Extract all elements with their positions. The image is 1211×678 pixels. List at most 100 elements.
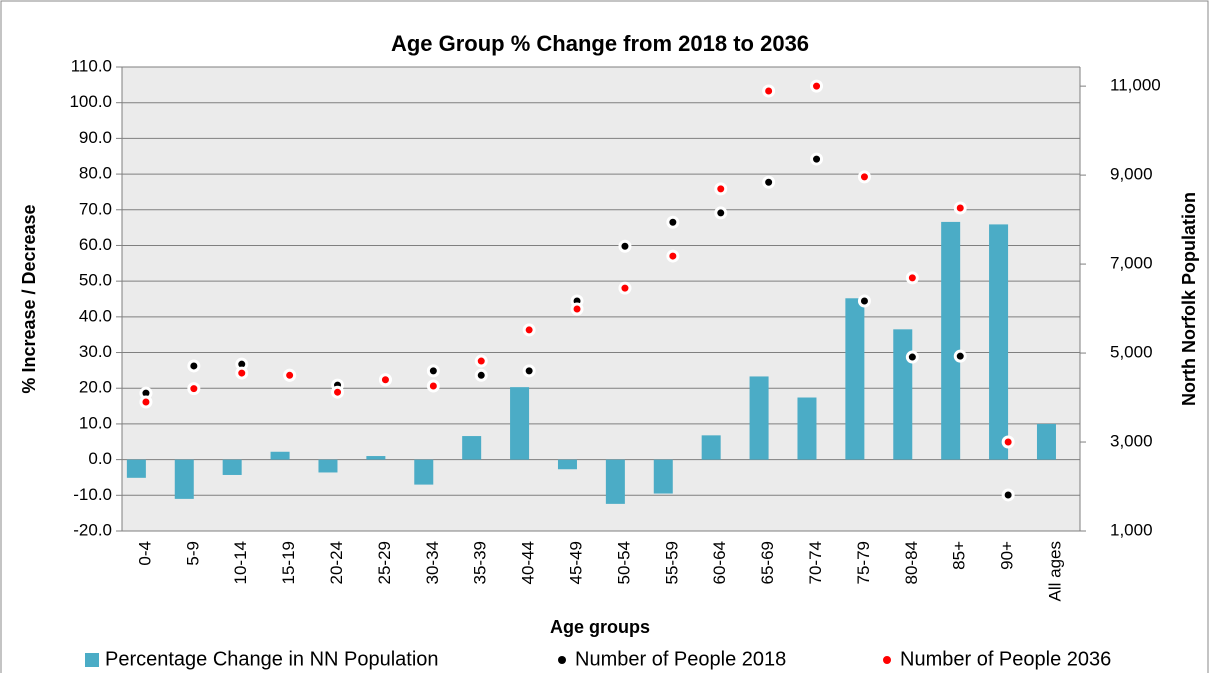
- point: [714, 206, 728, 220]
- y2-tick-label: 7,000: [1110, 254, 1153, 273]
- x-tick-label: 65-69: [758, 541, 777, 584]
- point: [953, 201, 967, 215]
- point: [331, 385, 345, 399]
- legend-label: Number of People 2018: [575, 648, 786, 670]
- x-tick-label: 40-44: [519, 541, 538, 584]
- bar: [1036, 423, 1056, 460]
- point: [857, 170, 871, 184]
- point: [187, 359, 201, 373]
- x-tick-label: 30-34: [423, 541, 442, 584]
- point: [235, 366, 249, 380]
- bar: [270, 451, 290, 460]
- point: [618, 281, 632, 295]
- chart-title: Age Group % Change from 2018 to 2036: [391, 31, 809, 56]
- x-tick-label: 15-19: [279, 541, 298, 584]
- point: [474, 368, 488, 382]
- x-tick-label: 90+: [998, 541, 1017, 570]
- point: [905, 271, 919, 285]
- point: [810, 152, 824, 166]
- point: [666, 249, 680, 263]
- x-axis-label: Age groups: [550, 617, 650, 637]
- x-tick-label: 80-84: [902, 541, 921, 584]
- y-tick-label: 80.0: [79, 164, 112, 183]
- x-tick-label: 0-4: [135, 541, 154, 566]
- point: [762, 175, 776, 189]
- bar: [797, 397, 817, 460]
- point: [378, 373, 392, 387]
- point: [762, 84, 776, 98]
- bar: [749, 376, 769, 460]
- point: [426, 379, 440, 393]
- y-tick-label: 110.0: [71, 56, 112, 75]
- point: [1001, 435, 1015, 449]
- legend-label: Number of People 2036: [900, 648, 1111, 670]
- x-tick-label: 55-59: [662, 541, 681, 584]
- bar: [222, 459, 242, 475]
- point: [426, 364, 440, 378]
- y-tick-label: 0.0: [88, 449, 112, 468]
- bar: [318, 459, 338, 473]
- y-tick-label: 50.0: [79, 271, 112, 290]
- bar: [989, 224, 1009, 460]
- point: [522, 323, 536, 337]
- y-tick-label: 90.0: [79, 128, 112, 147]
- point: [905, 350, 919, 364]
- bar: [462, 436, 482, 460]
- x-tick-label: 85+: [950, 541, 969, 570]
- point: [666, 215, 680, 229]
- bar: [701, 435, 721, 460]
- bar: [557, 459, 577, 470]
- point: [474, 354, 488, 368]
- plot-area: [122, 67, 1080, 531]
- point: [139, 395, 153, 409]
- point: [187, 382, 201, 396]
- x-tick-label: 25-29: [375, 541, 394, 584]
- y-axis-label: % Increase / Decrease: [19, 204, 39, 393]
- y-tick-label: -10.0: [73, 485, 112, 504]
- point: [570, 302, 584, 316]
- x-tick-label: 70-74: [806, 541, 825, 584]
- point: [714, 182, 728, 196]
- legend-swatch: [85, 653, 99, 667]
- point: [522, 364, 536, 378]
- y-tick-label: 60.0: [79, 235, 112, 254]
- y2-tick-label: 11,000: [1110, 76, 1161, 95]
- bar: [174, 459, 194, 499]
- bar: [845, 298, 865, 460]
- bar: [893, 329, 913, 460]
- bar: [126, 459, 146, 478]
- legend-swatch: [883, 656, 891, 664]
- x-tick-label: All ages: [1046, 541, 1065, 601]
- x-tick-label: 60-64: [710, 541, 729, 584]
- x-tick-label: 5-9: [183, 541, 202, 566]
- x-tick-label: 50-54: [614, 541, 633, 584]
- y-tick-label: 30.0: [79, 342, 112, 361]
- y2-axis-label: North Norfolk Population: [1179, 192, 1199, 406]
- point: [953, 349, 967, 363]
- y-tick-label: 100.0: [69, 92, 112, 111]
- bar: [941, 221, 961, 460]
- y2-tick-label: 9,000: [1110, 165, 1153, 184]
- point: [810, 79, 824, 93]
- x-tick-label: 10-14: [231, 541, 250, 584]
- legend-swatch: [558, 656, 566, 664]
- x-tick-label: 35-39: [471, 541, 490, 584]
- bar: [414, 459, 434, 485]
- y2-tick-label: 5,000: [1110, 343, 1153, 362]
- point: [283, 368, 297, 382]
- point: [1001, 488, 1015, 502]
- bar: [605, 459, 625, 504]
- y-tick-label: -20.0: [73, 520, 112, 539]
- y-tick-label: 10.0: [79, 413, 112, 432]
- y2-tick-label: 3,000: [1110, 432, 1153, 451]
- y-tick-label: 20.0: [79, 378, 112, 397]
- point: [857, 294, 871, 308]
- legend-label: Percentage Change in NN Population: [105, 648, 439, 670]
- bar: [510, 387, 530, 460]
- y-tick-label: 70.0: [79, 199, 112, 218]
- x-tick-label: 20-24: [327, 541, 346, 584]
- y-tick-label: 40.0: [79, 306, 112, 325]
- y2-tick-label: 1,000: [1110, 520, 1153, 539]
- x-tick-label: 75-79: [854, 541, 873, 584]
